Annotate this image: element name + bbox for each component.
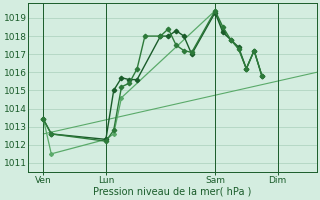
X-axis label: Pression niveau de la mer( hPa ): Pression niveau de la mer( hPa ): [93, 187, 252, 197]
